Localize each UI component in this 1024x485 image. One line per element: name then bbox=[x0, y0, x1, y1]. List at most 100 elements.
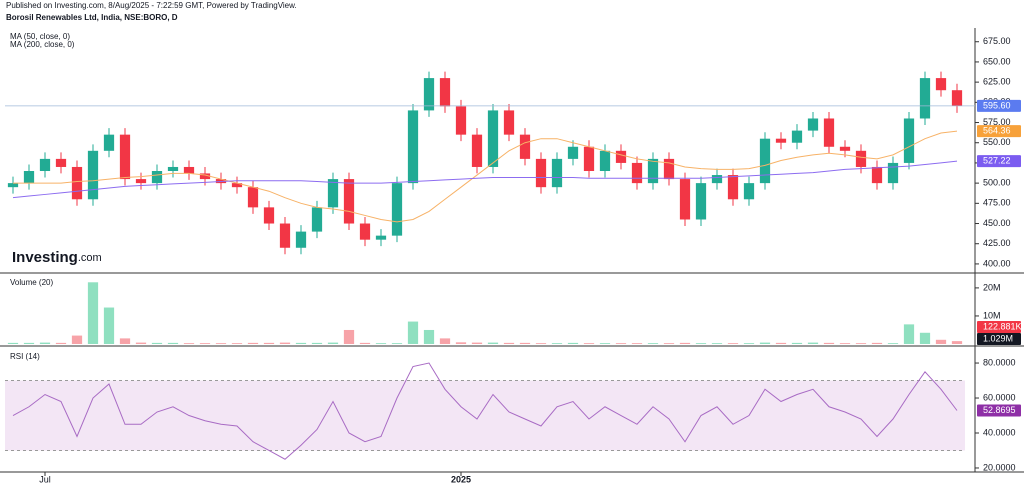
volume-bar bbox=[39, 342, 51, 344]
candle-body bbox=[791, 130, 803, 143]
rsi-line bbox=[12, 362, 958, 460]
candle-body bbox=[343, 179, 355, 224]
candle-body bbox=[327, 179, 339, 208]
candle-body bbox=[567, 146, 579, 159]
volume-bar bbox=[87, 282, 99, 344]
volume-bar bbox=[535, 343, 547, 344]
y-tick-label: 475.00 bbox=[983, 198, 1011, 208]
volume-bar bbox=[871, 342, 883, 344]
volume-bar bbox=[791, 342, 803, 344]
candle-body bbox=[39, 158, 51, 172]
volume-bar bbox=[279, 342, 291, 344]
candle-body bbox=[615, 150, 627, 163]
candle-body bbox=[903, 118, 915, 163]
volume-bar bbox=[727, 343, 739, 344]
volume-bar bbox=[823, 342, 835, 344]
candle-body bbox=[151, 171, 163, 184]
volume-bar bbox=[391, 343, 403, 344]
rsi-band bbox=[5, 380, 965, 451]
candle-body bbox=[7, 183, 19, 188]
y-tick-label: 450.00 bbox=[983, 218, 1011, 228]
candle-body bbox=[823, 118, 835, 147]
candle-body bbox=[295, 231, 307, 248]
y-tick-label: 10M bbox=[983, 310, 1001, 320]
y-tick-label: 500.00 bbox=[983, 178, 1011, 188]
price-marker bbox=[977, 404, 1021, 417]
price-marker bbox=[977, 155, 1021, 168]
volume-bar bbox=[647, 343, 659, 344]
volume-bar bbox=[903, 324, 915, 344]
candle-body bbox=[391, 183, 403, 236]
candle-body bbox=[311, 207, 323, 232]
candle-body bbox=[583, 146, 595, 172]
candle-body bbox=[711, 175, 723, 184]
volume-bar bbox=[311, 342, 323, 344]
volume-bar bbox=[599, 343, 611, 344]
candle-body bbox=[695, 183, 707, 220]
candle-body bbox=[231, 183, 243, 188]
volume-bar bbox=[23, 342, 35, 344]
volume-bar bbox=[759, 342, 771, 344]
volume-bar bbox=[231, 343, 243, 344]
volume-bar bbox=[247, 342, 259, 344]
legend-entry: MA (200, close, 0) bbox=[10, 40, 75, 49]
volume-bar bbox=[663, 343, 675, 344]
volume-bar bbox=[503, 342, 515, 344]
candle-body bbox=[439, 78, 451, 107]
volume-bar bbox=[551, 343, 563, 344]
y-tick-label: 650.00 bbox=[983, 56, 1011, 66]
volume-bar bbox=[359, 342, 371, 344]
candle-body bbox=[679, 179, 691, 220]
candle-body bbox=[407, 110, 419, 184]
legend-entry: MA (50, close, 0) bbox=[10, 32, 70, 41]
price-marker bbox=[977, 99, 1021, 112]
candle-body bbox=[759, 138, 771, 184]
candle-body bbox=[935, 78, 947, 91]
candle-body bbox=[263, 207, 275, 224]
price-marker bbox=[977, 125, 1021, 138]
candle-body bbox=[887, 162, 899, 184]
candle-body bbox=[183, 166, 195, 174]
candle-body bbox=[727, 175, 739, 200]
y-tick-label: 675.00 bbox=[983, 36, 1011, 46]
candle-body bbox=[951, 90, 963, 106]
candle-body bbox=[167, 166, 179, 172]
y-tick-label: 550.00 bbox=[983, 137, 1011, 147]
panel-title: RSI (14) bbox=[10, 352, 40, 361]
candle-body bbox=[775, 138, 787, 143]
volume-bar bbox=[151, 342, 163, 344]
candle-body bbox=[855, 150, 867, 167]
candle-body bbox=[375, 235, 387, 240]
volume-bar bbox=[487, 342, 499, 344]
volume-bar bbox=[775, 342, 787, 344]
x-tick-label: Jul bbox=[39, 474, 51, 484]
y-tick-label: 625.00 bbox=[983, 77, 1011, 87]
moving-average-line bbox=[13, 130, 958, 223]
volume-bar bbox=[55, 342, 67, 344]
price-marker bbox=[977, 321, 1021, 333]
volume-bar bbox=[407, 321, 419, 344]
candle-body bbox=[199, 173, 211, 180]
y-tick-label: 80.0000 bbox=[983, 357, 1016, 367]
candle-body bbox=[647, 158, 659, 184]
volume-bar bbox=[199, 343, 211, 344]
volume-bar bbox=[519, 342, 531, 344]
moving-average-line bbox=[12, 160, 958, 199]
candle-body bbox=[247, 187, 259, 208]
candle-body bbox=[87, 150, 99, 200]
volume-bar bbox=[887, 343, 899, 344]
candle-body bbox=[919, 78, 931, 119]
price-marker-label: 527.22 bbox=[983, 156, 1011, 166]
volume-bar bbox=[615, 343, 627, 344]
volume-bar bbox=[327, 342, 339, 344]
candle-body bbox=[807, 118, 819, 131]
x-tick-label: 2025 bbox=[451, 474, 471, 484]
volume-bar bbox=[375, 343, 387, 344]
volume-bar bbox=[711, 343, 723, 344]
volume-bar bbox=[471, 342, 483, 344]
price-marker-label: 564.36 bbox=[983, 126, 1011, 136]
volume-bar bbox=[919, 332, 931, 344]
price-marker-label: 52.8695 bbox=[983, 405, 1016, 415]
y-tick-label: 60.0000 bbox=[983, 392, 1016, 402]
candle-body bbox=[119, 134, 131, 180]
